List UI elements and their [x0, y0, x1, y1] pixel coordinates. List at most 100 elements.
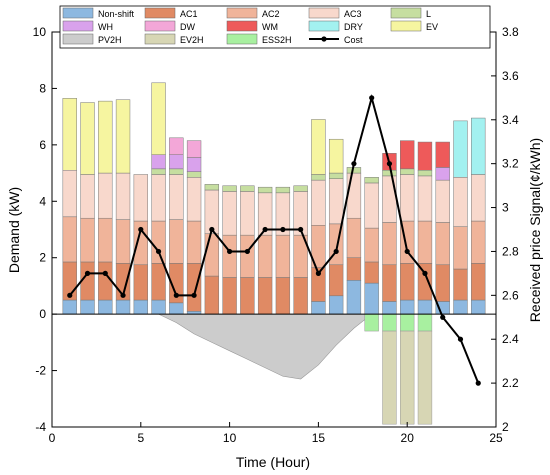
bar-wh-h8 [186, 157, 202, 172]
bar-ac2-h24 [471, 220, 486, 264]
bar-ac1-h3 [98, 261, 113, 301]
bar-non-shift-h6 [151, 299, 166, 315]
cost-point-h17 [351, 161, 357, 167]
bar-dry-h24 [471, 117, 486, 175]
legend-swatch-ev2h [144, 33, 176, 45]
bar-l-h12 [257, 186, 273, 194]
bar-ac2-h19 [382, 222, 397, 266]
bar-ac2-h22 [435, 222, 450, 266]
y2-tick-label: 2 [502, 420, 509, 434]
legend-swatch-dry [308, 20, 340, 32]
bar-ac2-h10 [222, 234, 237, 278]
bar-l-h6 [151, 168, 166, 175]
y-tick-label: -2 [35, 364, 46, 378]
bar-ac3-h23 [453, 177, 468, 227]
bar-ac1-h11 [240, 277, 255, 315]
bar-ac1-h22 [435, 264, 450, 302]
bar-wh-h7 [169, 154, 184, 170]
bar-ac3-h8 [186, 177, 202, 222]
bar-ac2-h2 [80, 217, 95, 263]
y-tick-label: 10 [33, 25, 47, 39]
bar-ac2-h9 [204, 233, 220, 277]
bar-dw-h7 [169, 137, 184, 155]
x-tick-label: 5 [137, 431, 144, 445]
bar-ev2h-h19 [382, 330, 397, 425]
bar-non-shift-h16 [328, 295, 344, 315]
legend-swatch-non-shift [62, 7, 94, 19]
y2-tick-label: 2.6 [502, 288, 519, 302]
bar-l-h20 [400, 168, 415, 175]
bar-l-h10 [222, 185, 237, 192]
bar-wh-h6 [151, 154, 166, 170]
legend-swatch-ac1 [144, 7, 176, 19]
bar-ac1-h18 [364, 261, 379, 284]
cost-point-h7 [173, 292, 179, 298]
cost-point-h23 [457, 336, 464, 342]
legend-label-wh: WH [98, 22, 113, 32]
bar-ev-h2 [80, 102, 95, 175]
bar-ev-h4 [115, 99, 131, 174]
bar-ess2h-h20 [400, 313, 415, 332]
bar-ac1-h10 [222, 277, 237, 315]
bar-wm-h21 [417, 141, 433, 171]
bar-non-shift-h20 [400, 299, 415, 315]
bar-ac1-h17 [346, 257, 362, 281]
bar-l-h19 [382, 170, 397, 177]
y-tick-label: 6 [39, 138, 46, 152]
cost-point-h24 [475, 380, 481, 386]
cost-point-h14 [298, 226, 304, 233]
y2-tick-label: 3.4 [502, 113, 519, 127]
cost-line [68, 93, 480, 384]
bar-non-shift-h24 [471, 299, 486, 315]
bar-ac3-h6 [151, 174, 166, 222]
y2-axis-label: Received price Signal(¢/kWh) [527, 138, 543, 322]
bar-l-h7 [169, 168, 184, 175]
bar-ev-h1 [62, 98, 77, 171]
bar-ac3-h18 [364, 182, 379, 229]
bar-ac3-h16 [328, 178, 344, 225]
y2-tick-label: 2.4 [502, 332, 519, 346]
legend-label-ac1: AC1 [180, 9, 198, 19]
bar-non-shift-h19 [382, 301, 397, 315]
legend-swatch-ev [390, 20, 422, 32]
y-tick-label: -4 [35, 420, 46, 434]
bar-l-h11 [240, 185, 255, 192]
bar-l-h13 [275, 186, 291, 194]
legend-swatch-ac3 [308, 7, 340, 19]
bar-ev-h16 [328, 138, 344, 174]
x-tick-label: 20 [401, 431, 415, 445]
bar-ac2-h17 [346, 217, 362, 258]
y-tick-label: 8 [39, 81, 46, 95]
bar-ac1-h16 [328, 264, 344, 297]
legend-swatch-ess2h [226, 33, 258, 45]
legend-label-ev: EV [426, 22, 438, 32]
x-tick-label: 10 [223, 431, 237, 445]
bar-ess2h-h21 [417, 313, 433, 332]
cost-point-h11 [244, 248, 250, 255]
ticks-layer: 0 5 10 15 20 25 -4 -2 0 2 4 6 8 10 2 2.2 2.4 2.6 2.8 3 3.2 3.… [33, 25, 519, 445]
bar-non-shift-h7 [169, 302, 184, 315]
bar-ac3-h17 [346, 172, 362, 219]
legend-swatch-wm [226, 20, 258, 32]
bar-ac2-h11 [240, 234, 255, 278]
bar-ac1-h6 [151, 263, 166, 301]
legend-marker-cost [321, 36, 327, 42]
cost-line-layer [67, 93, 481, 386]
legend-swatch-l [390, 7, 422, 19]
bar-non-shift-h2 [80, 299, 95, 315]
bar-ev2h-h21 [417, 330, 433, 425]
cost-point-h12 [262, 226, 268, 233]
cost-point-h3 [102, 270, 108, 276]
bar-ac2-h21 [417, 220, 433, 264]
bar-ac3-h5 [133, 174, 148, 222]
cost-point-h6 [155, 248, 162, 255]
bar-non-shift-h21 [417, 299, 433, 315]
bar-l-h21 [417, 170, 433, 177]
bar-l-h15 [311, 174, 326, 181]
legend-swatch-wh [62, 20, 94, 32]
y-tick-label: 4 [39, 194, 46, 208]
bar-l-h18 [364, 177, 379, 184]
legend-label-ev2h: EV2H [180, 35, 204, 45]
bar-l-h8 [186, 171, 202, 178]
